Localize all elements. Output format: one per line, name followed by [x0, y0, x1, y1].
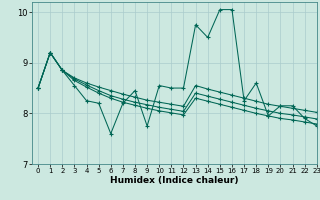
X-axis label: Humidex (Indice chaleur): Humidex (Indice chaleur) [110, 176, 239, 185]
